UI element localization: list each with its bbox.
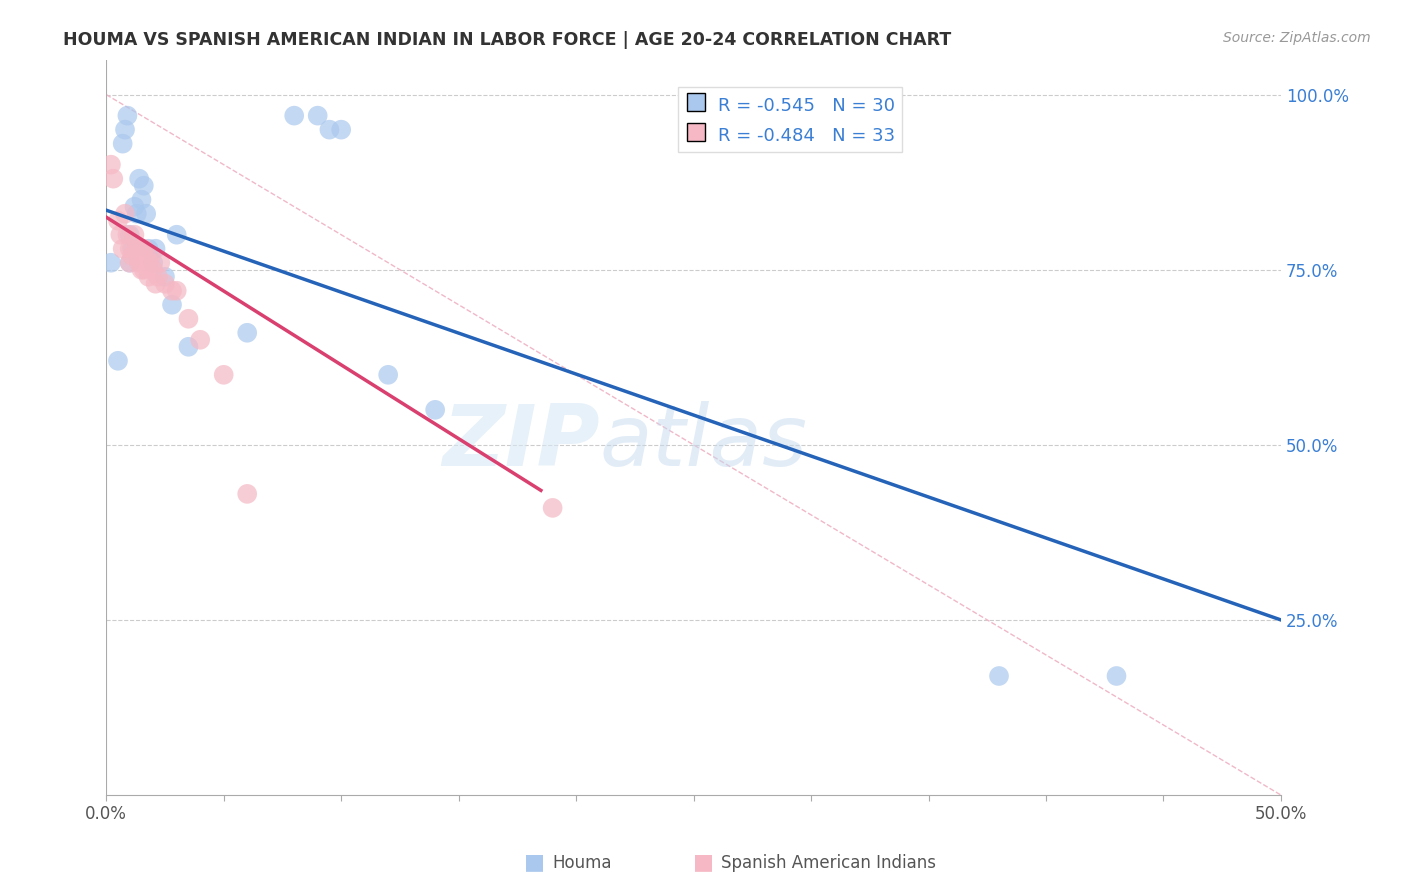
Point — [153, 269, 176, 284]
Point — [132, 242, 155, 256]
Point — [100, 158, 122, 172]
Point — [132, 262, 155, 277]
Point — [118, 256, 141, 270]
Point — [100, 256, 122, 270]
Legend: R = -0.545   N = 30, R = -0.484   N = 33: R = -0.545 N = 30, R = -0.484 N = 33 — [678, 87, 901, 153]
Point — [107, 353, 129, 368]
Point — [318, 122, 340, 136]
Point — [114, 122, 136, 136]
Text: Spanish American Indians: Spanish American Indians — [721, 855, 936, 872]
Point — [138, 269, 160, 284]
Point — [135, 207, 157, 221]
Text: ■: ■ — [693, 853, 713, 872]
Point — [107, 213, 129, 227]
Point — [138, 242, 160, 256]
Point — [188, 333, 211, 347]
Point — [145, 242, 167, 256]
Point — [988, 669, 1011, 683]
Point — [132, 178, 155, 193]
Point — [142, 262, 165, 277]
Point — [117, 227, 139, 242]
Point — [118, 256, 141, 270]
Point — [117, 109, 139, 123]
Point — [111, 136, 134, 151]
Point — [128, 171, 150, 186]
Point — [131, 193, 153, 207]
Point — [128, 256, 150, 270]
Point — [125, 242, 148, 256]
Point — [124, 227, 146, 242]
Text: HOUMA VS SPANISH AMERICAN INDIAN IN LABOR FORCE | AGE 20-24 CORRELATION CHART: HOUMA VS SPANISH AMERICAN INDIAN IN LABO… — [63, 31, 952, 49]
Point — [146, 269, 169, 284]
Point — [212, 368, 235, 382]
Point — [166, 284, 188, 298]
Point — [177, 340, 200, 354]
Point — [153, 277, 176, 291]
Point — [160, 284, 183, 298]
Point — [149, 256, 172, 270]
Point — [283, 109, 305, 123]
Point — [114, 207, 136, 221]
Text: atlas: atlas — [599, 401, 807, 483]
Point — [121, 249, 143, 263]
Point — [425, 402, 447, 417]
Point — [160, 298, 183, 312]
Point — [118, 242, 141, 256]
Point — [177, 311, 200, 326]
Point — [118, 227, 141, 242]
Point — [121, 242, 143, 256]
Point — [103, 171, 125, 186]
Point — [236, 326, 259, 340]
Point — [111, 242, 134, 256]
Point — [135, 249, 157, 263]
Point — [1105, 669, 1128, 683]
Text: Source: ZipAtlas.com: Source: ZipAtlas.com — [1223, 31, 1371, 45]
Point — [124, 200, 146, 214]
Point — [330, 122, 353, 136]
Point — [307, 109, 329, 123]
Point — [145, 277, 167, 291]
Point — [125, 207, 148, 221]
Point — [138, 256, 160, 270]
Point — [377, 368, 399, 382]
Point — [139, 249, 162, 263]
Point — [541, 500, 564, 515]
Point — [131, 242, 153, 256]
Text: ZIP: ZIP — [441, 401, 599, 483]
Point — [110, 227, 132, 242]
Point — [236, 487, 259, 501]
Point — [166, 227, 188, 242]
Point — [131, 262, 153, 277]
Text: Houma: Houma — [553, 855, 612, 872]
Text: ■: ■ — [524, 853, 544, 872]
Point — [142, 256, 165, 270]
